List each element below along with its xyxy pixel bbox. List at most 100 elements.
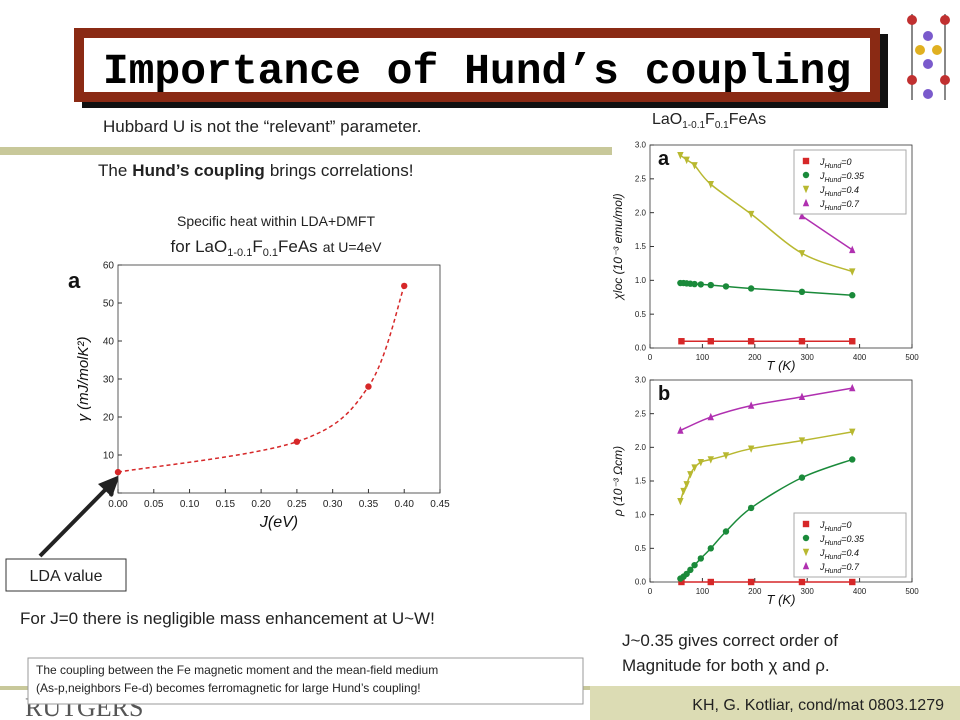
data-point (683, 481, 690, 489)
legend-sub: Hund (825, 554, 843, 561)
y-tick-label: 10 (103, 450, 115, 461)
data-point (798, 392, 806, 401)
legend-marker (802, 185, 810, 194)
legend-marker (802, 157, 810, 165)
panel-label: a (68, 268, 81, 293)
conclusion-2: Magnitude for both χ and ρ. (622, 656, 830, 675)
specific-heat-title: Specific heat within LDA+DMFT (177, 213, 375, 229)
data-point (678, 338, 685, 345)
x-tick-label: 100 (696, 353, 710, 362)
legend-label: JHund=0 (819, 157, 852, 170)
y-tick-label: 2.0 (635, 208, 647, 217)
y-tick-label: 2.5 (635, 409, 647, 418)
x-tick-label: 200 (748, 353, 762, 362)
legend-symbol: J (819, 562, 825, 572)
data-point (401, 282, 408, 290)
t: 0.1 (715, 120, 729, 131)
title-box (84, 38, 870, 92)
panel-label: a (658, 148, 670, 170)
data-point (747, 210, 755, 219)
legend-sub: Hund (825, 205, 843, 212)
data-point (293, 438, 301, 445)
mass-note: For J=0 there is negligible mass enhance… (20, 609, 435, 628)
y-tick-label: 0.0 (635, 344, 647, 353)
legend-sub: Hund (825, 191, 843, 198)
data-point (677, 151, 684, 160)
reference-box (590, 686, 960, 720)
legend-symbol: J (819, 199, 825, 209)
data-point (747, 285, 755, 292)
y-tick-label: 0.5 (635, 544, 647, 553)
x-axis-label: T (K) (767, 592, 796, 607)
legend-name: =0 (841, 157, 851, 167)
legend-sub: Hund (825, 163, 843, 170)
t: F (705, 111, 715, 128)
legend-name: =0 (841, 520, 851, 530)
data-point (707, 578, 714, 586)
legend-symbol: J (819, 548, 825, 558)
data-point (798, 211, 806, 220)
legend-symbol: J (819, 171, 825, 181)
data-point (747, 401, 755, 409)
panel-label: b (658, 383, 670, 405)
data-point (365, 383, 372, 390)
hund-post: brings correlations! (270, 161, 414, 180)
x-tick-label: 0.35 (359, 499, 379, 510)
legend-label: JHund=0.4 (819, 548, 859, 561)
y-tick-label: 2.0 (635, 443, 647, 452)
y-tick-label: 3.0 (635, 376, 647, 385)
legend-box (793, 149, 907, 215)
x-tick-label: 0.30 (323, 499, 343, 510)
x-tick-label: 0.40 (394, 499, 414, 510)
arrow (38, 485, 110, 558)
y-tick-label: 20 (103, 412, 115, 423)
x-tick-label: 0.00 (108, 499, 128, 510)
y-tick-label: 40 (103, 336, 115, 347)
legend-symbol: J (819, 534, 825, 544)
y-tick-label: 0 (108, 488, 114, 499)
t: 1-0.1 (227, 247, 252, 259)
data-point (798, 578, 806, 586)
x-tick-label: 0.10 (180, 499, 200, 510)
y-tick-label: 1.5 (635, 477, 647, 486)
x-tick-label: 0.20 (251, 499, 271, 510)
y-tick-label: 0.5 (635, 310, 647, 319)
legend-name: =0.35 (841, 534, 865, 544)
reference: KH, G. Kotliar, cond/mat 0803.1279 (692, 697, 944, 714)
legend-sub: Hund (825, 177, 843, 184)
data-point (677, 498, 684, 506)
hund-bold: Hund’s coupling (132, 161, 265, 180)
data-point (722, 452, 730, 460)
legend-box (793, 512, 907, 578)
legend-marker (802, 548, 810, 557)
data-point (849, 428, 856, 437)
legend-symbol: J (819, 520, 825, 530)
x-tick-label: 0 (648, 353, 653, 362)
t: FeAs (278, 237, 318, 256)
data-point (114, 468, 122, 476)
legend-label: JHund=0.7 (819, 199, 860, 212)
data-point (747, 445, 755, 453)
data-point (722, 528, 730, 535)
data-point (680, 487, 687, 496)
legend-marker (802, 534, 810, 542)
legend-label: JHund=0.35 (819, 171, 865, 184)
data-point (798, 288, 806, 296)
x-tick-label: 200 (748, 587, 762, 596)
legend-label: JHund=0.4 (819, 185, 859, 198)
y-tick-label: 50 (103, 298, 115, 309)
legend-marker (802, 171, 810, 179)
t: 1-0.1 (682, 120, 705, 131)
y-tick-label: 30 (103, 374, 115, 385)
y-axis-label: ρ (10⁻³ Ωcm) (611, 446, 625, 517)
x-tick-label: 0 (648, 587, 653, 596)
data-point (747, 578, 755, 586)
data-point (707, 181, 714, 189)
t: for LaO (171, 237, 228, 256)
legend-name: =0.7 (841, 199, 860, 209)
hund-pre: The (98, 161, 127, 180)
data-point (849, 268, 856, 276)
conclusion-1: J~0.35 gives correct order of (622, 631, 838, 650)
x-axis-label: J(eV) (259, 514, 298, 531)
